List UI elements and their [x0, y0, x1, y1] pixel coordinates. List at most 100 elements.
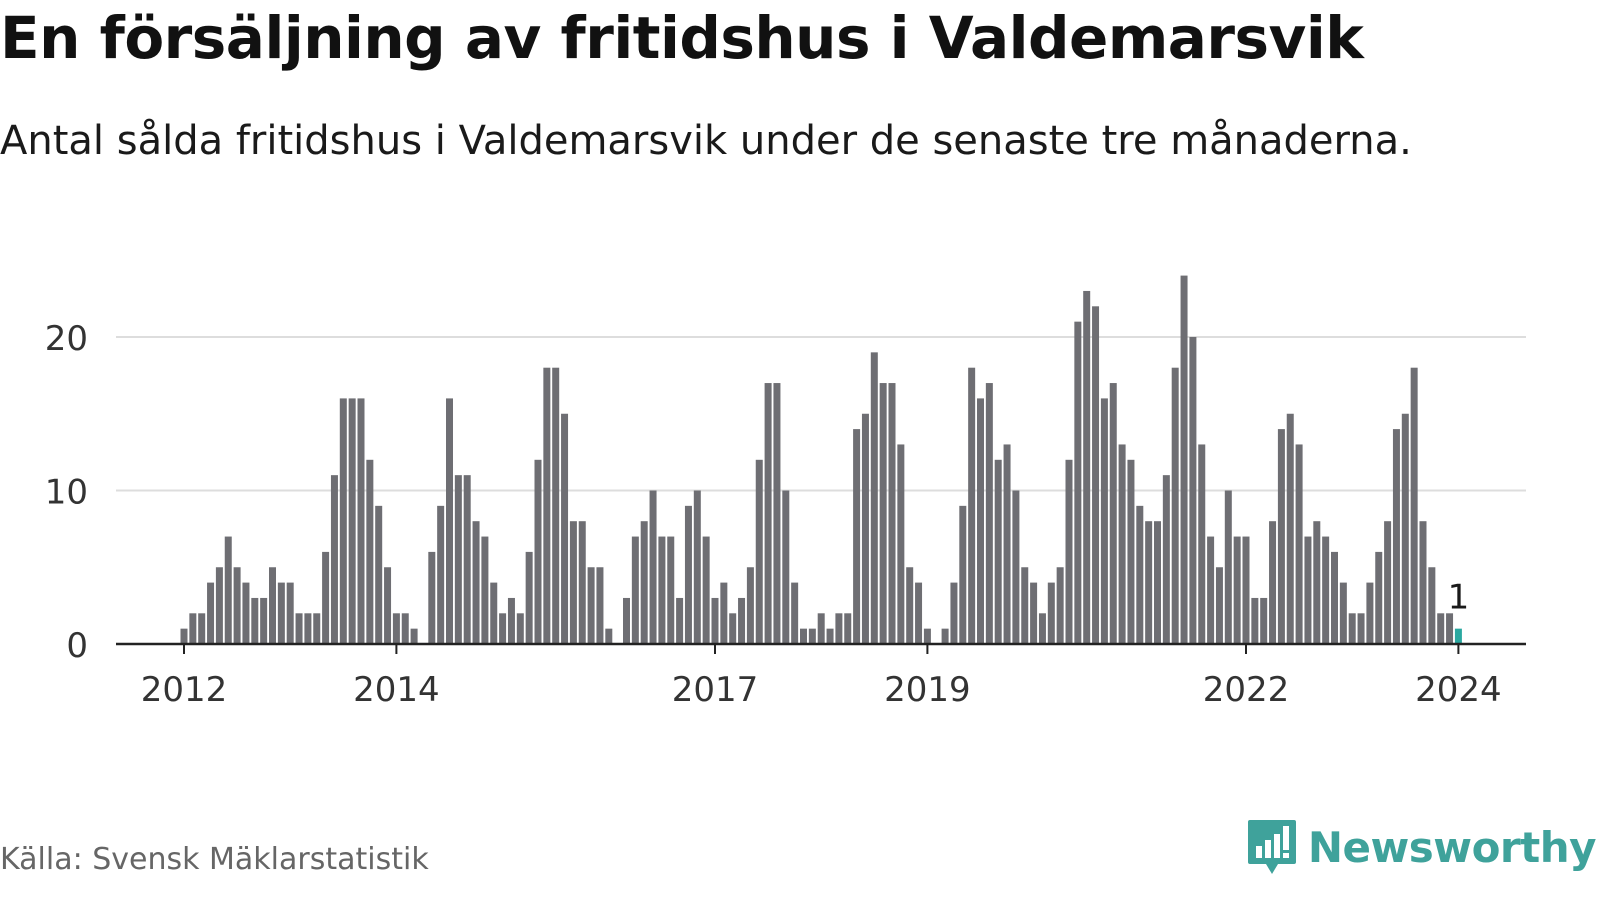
- bar: [729, 613, 737, 644]
- bar: [392, 613, 400, 644]
- bar: [454, 475, 462, 644]
- bar: [1339, 582, 1347, 644]
- bar: [366, 459, 374, 644]
- bar: [561, 413, 569, 644]
- bar: [879, 383, 887, 644]
- bar: [817, 613, 825, 644]
- bar: [994, 459, 1002, 644]
- bar: [339, 398, 347, 644]
- bar: [897, 444, 905, 644]
- bar: [242, 582, 250, 644]
- bar: [516, 613, 524, 644]
- bar: [738, 597, 746, 644]
- x-tick-label: 2024: [1415, 670, 1502, 710]
- bar: [835, 613, 843, 644]
- bar: [1021, 567, 1029, 644]
- bar: [552, 367, 560, 644]
- bar: [1375, 551, 1383, 644]
- bar-chart: 0 10 20 1 2012 2014 2017 2019 2022 2024: [45, 275, 1526, 710]
- bar: [463, 475, 471, 644]
- bar: [233, 567, 241, 644]
- bar: [1242, 536, 1250, 644]
- bar: [1401, 413, 1409, 644]
- bar: [543, 367, 551, 644]
- bar: [906, 567, 914, 644]
- bar: [1224, 490, 1232, 644]
- bar: [1154, 521, 1161, 644]
- bar: [649, 490, 657, 644]
- bar: [1047, 582, 1055, 644]
- bar: [260, 597, 268, 644]
- bar: [773, 383, 781, 644]
- bar: [1384, 521, 1392, 644]
- bar: [915, 582, 923, 644]
- bar: [826, 628, 834, 644]
- bar: [357, 398, 365, 644]
- bar: [472, 521, 480, 644]
- bar: [481, 536, 489, 644]
- highlight-data-label: 1: [1448, 578, 1470, 618]
- y-tick-label: 0: [66, 626, 88, 666]
- bar: [401, 613, 409, 644]
- bar: [968, 367, 976, 644]
- bar: [605, 628, 613, 644]
- bar: [623, 597, 630, 644]
- x-tick-label: 2014: [353, 670, 440, 710]
- bar: [1269, 521, 1277, 644]
- highlight-bar: [1454, 628, 1462, 644]
- bar: [1012, 490, 1020, 644]
- bar: [269, 567, 276, 644]
- y-tick-label: 10: [45, 473, 88, 513]
- bar: [295, 613, 303, 644]
- bar: [1331, 551, 1338, 644]
- bar: [189, 613, 197, 644]
- bar: [1233, 536, 1241, 644]
- bar: [711, 597, 719, 644]
- bar: [702, 536, 710, 644]
- bar: [1038, 613, 1046, 644]
- newsworthy-brand[interactable]: Newsworthy: [1246, 818, 1597, 876]
- bar: [525, 551, 533, 644]
- bar: [1127, 459, 1135, 644]
- bar: [1215, 567, 1223, 644]
- bar: [1180, 275, 1188, 644]
- bar: [1446, 613, 1454, 644]
- bar: [1145, 521, 1153, 644]
- bar: [764, 383, 772, 644]
- bar: [684, 505, 692, 644]
- bar: [923, 628, 931, 644]
- bar: [791, 582, 799, 644]
- brand-name: Newsworthy: [1307, 822, 1597, 872]
- bar: [977, 398, 984, 644]
- bar: [330, 475, 338, 644]
- bar: [870, 352, 878, 644]
- bar: [207, 582, 215, 644]
- bar: [1065, 459, 1073, 644]
- bar: [1304, 536, 1312, 644]
- x-tick-label: 2017: [672, 670, 759, 710]
- bar: [499, 613, 507, 644]
- bar: [1171, 367, 1179, 644]
- bar: [1056, 567, 1064, 644]
- bar: [720, 582, 728, 644]
- bar: [313, 613, 321, 644]
- bar: [578, 521, 586, 644]
- y-tick-label: 20: [45, 319, 88, 359]
- bar: [1100, 398, 1108, 644]
- bar: [1366, 582, 1374, 644]
- bar: [384, 567, 392, 644]
- bar: [1189, 337, 1197, 644]
- bar: [446, 398, 453, 644]
- bar: [534, 459, 542, 644]
- bar: [1392, 429, 1400, 644]
- bar: [1286, 413, 1294, 644]
- bar: [1410, 367, 1418, 644]
- bar: [596, 567, 604, 644]
- bar: [286, 582, 294, 644]
- bar: [1109, 383, 1117, 644]
- bar: [853, 429, 861, 644]
- bar: [1437, 613, 1445, 644]
- bar: [224, 536, 232, 644]
- bar: [861, 413, 869, 644]
- bar: [693, 490, 701, 644]
